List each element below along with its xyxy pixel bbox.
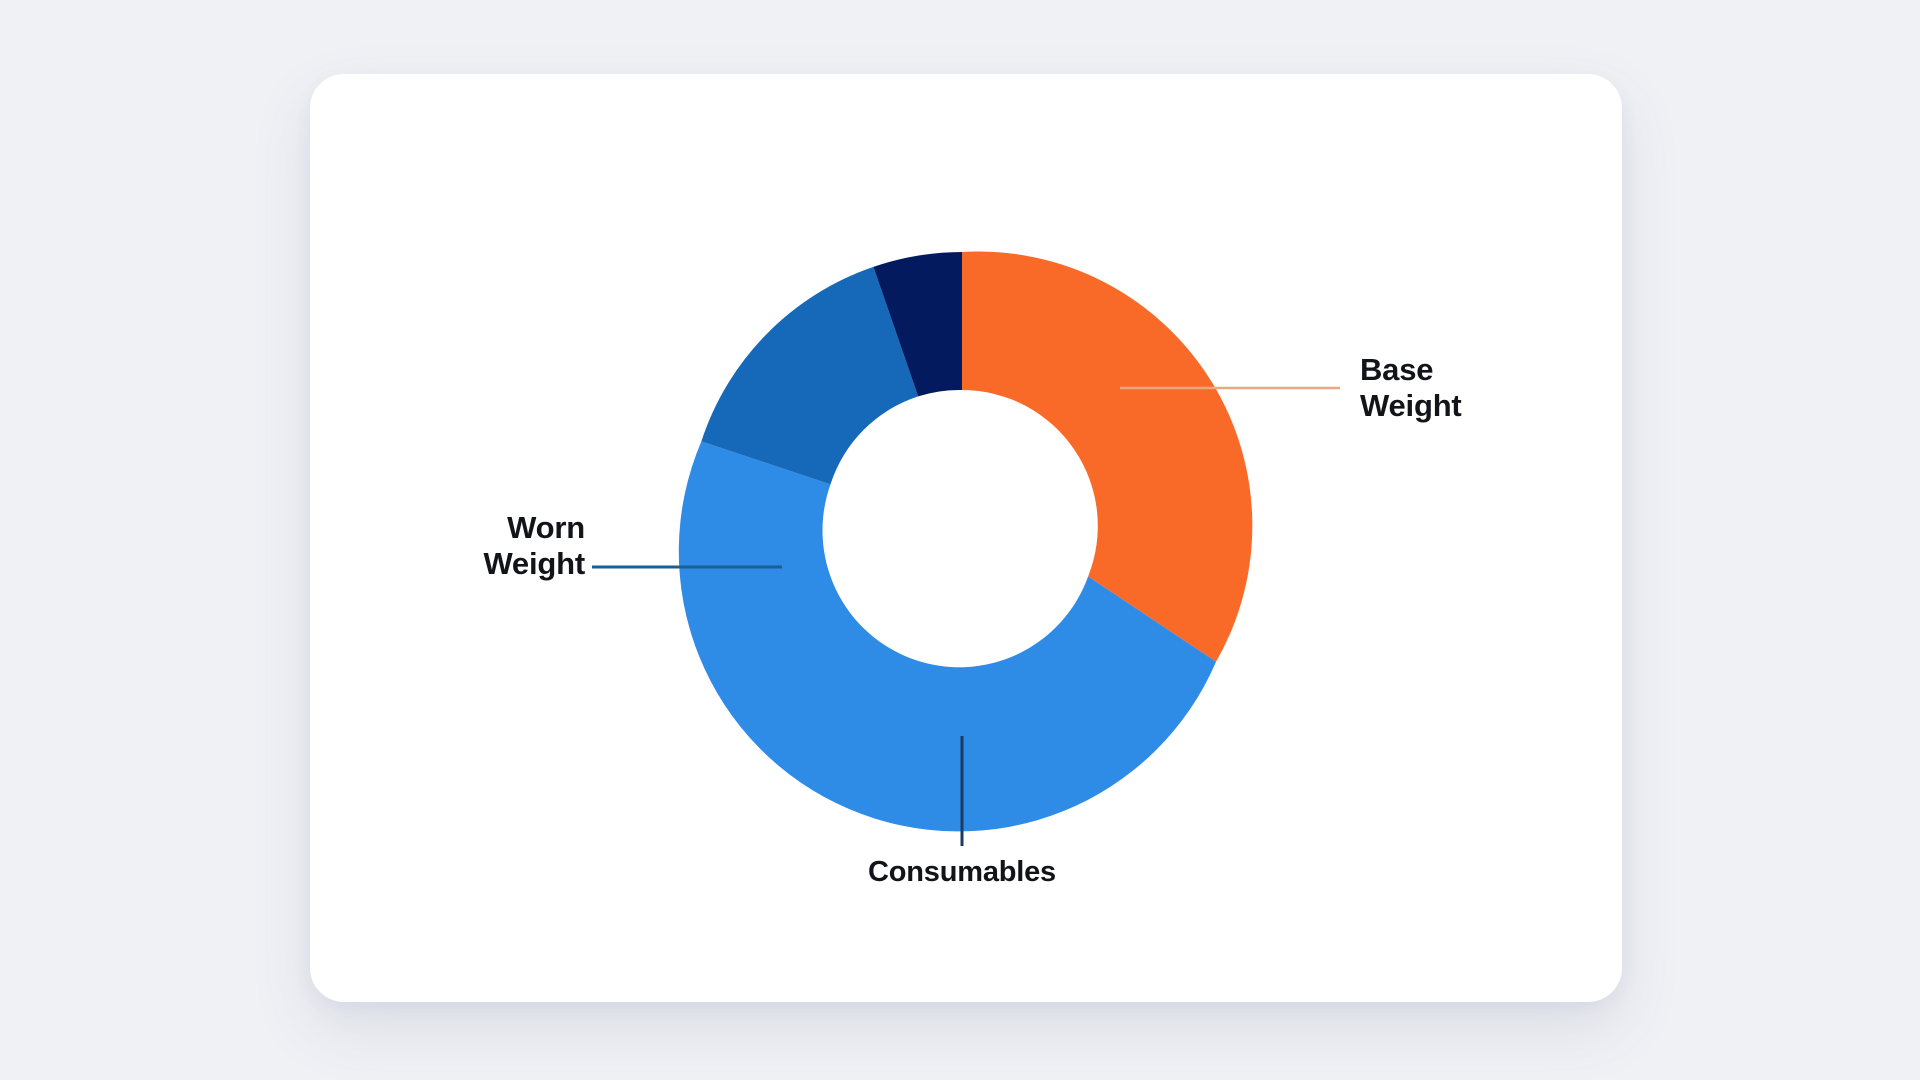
slice-label-base-weight: Base Weight xyxy=(1360,352,1462,423)
donut-slice-worn-weight[interactable] xyxy=(701,266,919,485)
donut-slice-base-weight[interactable] xyxy=(962,251,1253,662)
chart-card xyxy=(310,74,1622,1002)
slice-label-worn-weight: Worn Weight xyxy=(483,510,585,581)
donut-slice-other[interactable] xyxy=(873,252,962,397)
slice-label-consumables: Consumables xyxy=(868,856,1056,888)
donut-slice-consumables[interactable] xyxy=(678,441,1217,832)
